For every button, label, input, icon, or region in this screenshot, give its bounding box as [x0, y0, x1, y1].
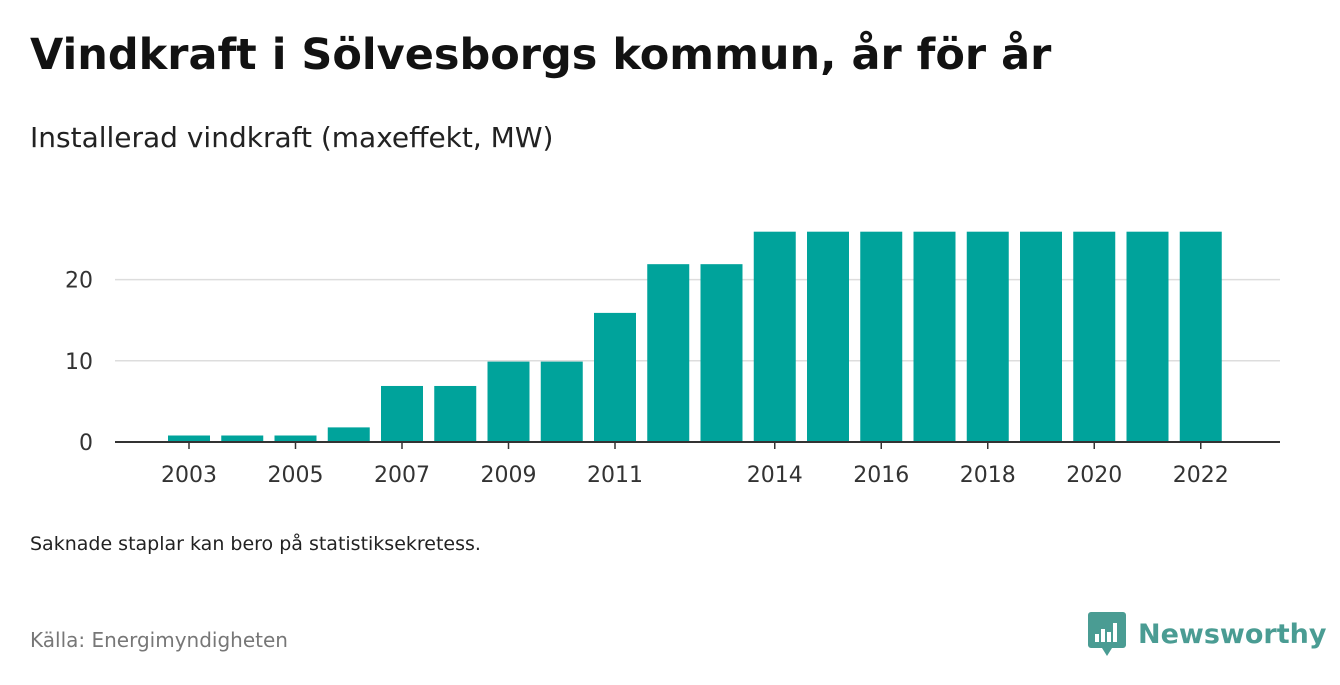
bar-2011 [594, 312, 636, 442]
bar-2021 [1126, 231, 1169, 442]
x-tick-label: 2022 [1173, 463, 1229, 488]
bar-2022 [1179, 231, 1222, 442]
bar-2012 [647, 264, 690, 442]
source-label: Källa: Energimyndigheten [30, 628, 288, 652]
bar-2020 [1073, 231, 1116, 442]
bar-2005 [274, 435, 317, 442]
bar-2004 [221, 435, 264, 442]
bar-2009 [487, 361, 530, 442]
brand-logo: Newsworthy [1088, 612, 1326, 656]
chart-subtitle: Installerad vindkraft (maxeffekt, MW) [30, 121, 554, 154]
footnote: Saknade staplar kan bero på statistiksek… [30, 533, 481, 555]
bar-2014 [753, 231, 796, 442]
bar-2006 [327, 427, 370, 442]
axes: 0 10 20 2003 2005 2007 2009 2011 2014 2016 2018 202… [65, 269, 1280, 488]
bar-2008 [434, 385, 477, 442]
bar-2019 [1020, 231, 1062, 442]
x-tick-label: 2005 [268, 463, 324, 488]
bar-2013 [700, 264, 743, 442]
x-tick-label: 2007 [374, 463, 430, 488]
x-tick-label: 2020 [1066, 463, 1122, 488]
bar-2016 [860, 231, 903, 442]
newsworthy-logo-icon [1088, 612, 1126, 656]
x-tick-label: 2009 [481, 463, 537, 488]
y-tick-label: 20 [65, 269, 93, 294]
bars [168, 231, 1222, 442]
y-tick-label: 0 [79, 431, 93, 456]
x-tick-label: 2018 [960, 463, 1016, 488]
x-tick-label: 2011 [587, 463, 643, 488]
chart-title: Vindkraft i Sölvesborgs kommun, år för å… [30, 30, 1052, 80]
brand-name: Newsworthy [1138, 618, 1327, 650]
bar-2007 [381, 385, 423, 442]
bar-2010 [540, 361, 583, 442]
x-tick-label: 2014 [747, 463, 803, 488]
bar-2017 [913, 231, 956, 442]
bar-2018 [966, 231, 1009, 442]
x-tick-label: 2016 [853, 463, 909, 488]
bar-2015 [807, 231, 849, 442]
x-tick-label: 2003 [161, 463, 217, 488]
bar-2003 [168, 435, 210, 442]
y-tick-label: 10 [65, 350, 93, 375]
